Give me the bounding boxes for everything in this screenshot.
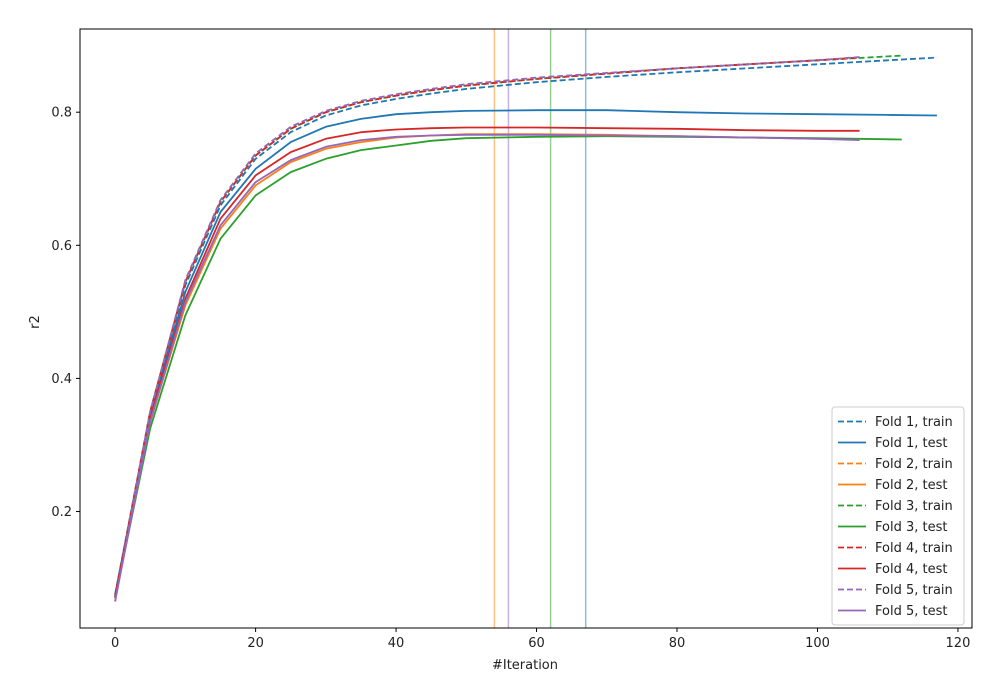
legend-label: Fold 2, test <box>875 478 947 493</box>
axes: 0 20 40 60 80 100 120 0.2 0.4 0.6 0.8 <box>51 28 973 651</box>
x-axis-label: #Iteration <box>492 658 558 673</box>
y-tick-label: 0.2 <box>51 505 72 520</box>
legend-label: Fold 4, test <box>875 562 947 577</box>
x-tick-label: 60 <box>528 636 545 651</box>
legend-label: Fold 1, train <box>875 415 953 430</box>
axes-frame <box>79 28 973 629</box>
legend-label: Fold 3, test <box>875 520 947 535</box>
series-line-1 <box>114 56 937 595</box>
legend-label: Fold 4, train <box>875 541 953 556</box>
y-tick-label: 0.6 <box>51 239 72 254</box>
legend-label: Fold 1, test <box>875 436 947 451</box>
series-line-10 <box>114 133 860 602</box>
legend-label: Fold 3, train <box>875 499 953 514</box>
legend-label: Fold 2, train <box>875 457 953 472</box>
legend-label: Fold 5, train <box>875 583 953 598</box>
legend: Fold 1, train Fold 1, test Fold 2, train Fo… <box>831 406 965 626</box>
series-line-7 <box>114 56 860 597</box>
x-tick-label: 80 <box>669 636 686 651</box>
y-axis-label: r2 <box>28 315 43 329</box>
x-tick-label: 120 <box>946 636 971 651</box>
legend-label: Fold 5, test <box>875 604 947 619</box>
x-tick-label: 20 <box>247 636 264 651</box>
legend-box <box>831 406 965 626</box>
y-tick-label: 0.8 <box>51 106 72 121</box>
x-tick-label: 100 <box>805 636 830 651</box>
x-tick-label: 0 <box>111 636 119 651</box>
series-line-9 <box>114 56 860 602</box>
y-tick-label: 0.4 <box>51 372 72 387</box>
plot-area <box>114 29 937 628</box>
series-line-8 <box>114 126 860 597</box>
x-tick-label: 40 <box>388 636 405 651</box>
series-line-2 <box>114 109 937 595</box>
